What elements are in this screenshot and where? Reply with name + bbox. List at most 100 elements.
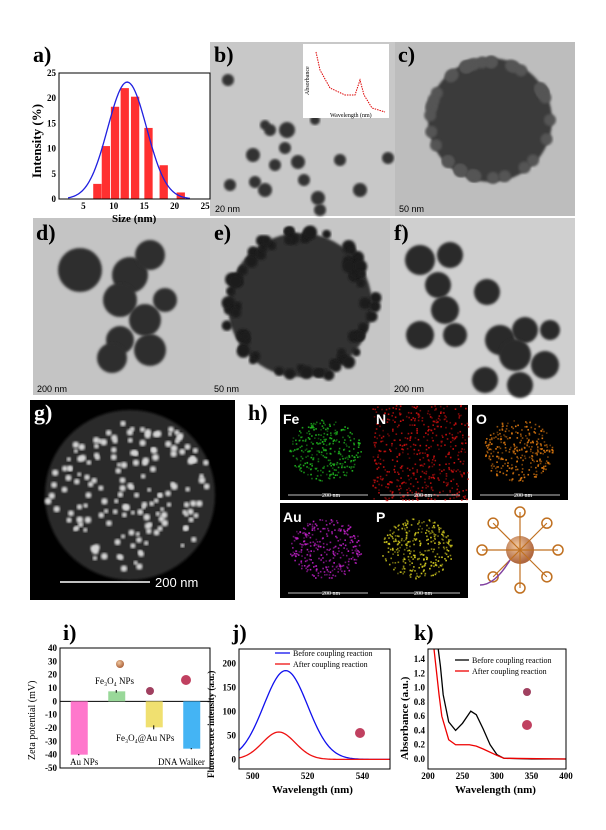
gold-nanoparticle bbox=[221, 296, 236, 310]
signal-pixel bbox=[402, 567, 405, 569]
signal-pixel bbox=[400, 465, 403, 468]
signal-pixel bbox=[402, 448, 405, 451]
signal-pixel bbox=[311, 465, 313, 467]
signal-pixel bbox=[328, 423, 331, 426]
signal-pixel bbox=[397, 540, 400, 543]
signal-pixel bbox=[295, 466, 298, 468]
signal-pixel bbox=[433, 463, 435, 466]
signal-pixel bbox=[446, 483, 449, 486]
signal-pixel bbox=[388, 537, 390, 539]
signal-pixel bbox=[521, 471, 524, 473]
gold-nanoparticle bbox=[237, 265, 248, 276]
element-label-fe: Fe bbox=[283, 411, 300, 427]
signal-pixel bbox=[441, 434, 443, 437]
signal-pixel bbox=[299, 459, 302, 462]
signal-pixel bbox=[309, 555, 312, 557]
signal-pixel bbox=[505, 459, 507, 461]
signal-pixel bbox=[329, 442, 331, 445]
signal-pixel bbox=[293, 552, 296, 555]
signal-pixel bbox=[387, 547, 390, 550]
signal-pixel bbox=[536, 453, 539, 456]
signal-pixel bbox=[396, 547, 399, 550]
signal-pixel bbox=[535, 474, 537, 476]
signal-pixel bbox=[485, 455, 487, 458]
signal-pixel bbox=[325, 520, 327, 522]
signal-pixel bbox=[427, 410, 430, 412]
signal-pixel bbox=[414, 554, 416, 557]
signal-pixel bbox=[415, 478, 417, 480]
signal-pixel bbox=[419, 409, 422, 412]
signal-pixel bbox=[397, 554, 399, 556]
signal-pixel bbox=[311, 424, 314, 427]
signal-pixel bbox=[444, 498, 447, 501]
signal-pixel bbox=[320, 554, 323, 556]
gold-nanoparticle bbox=[120, 565, 128, 572]
signal-pixel bbox=[316, 453, 318, 456]
signal-pixel bbox=[445, 559, 447, 562]
signal-pixel bbox=[417, 492, 420, 495]
signal-pixel bbox=[527, 473, 530, 476]
k-xtick-label: 250 bbox=[456, 771, 470, 781]
signal-pixel bbox=[495, 436, 497, 438]
signal-pixel bbox=[325, 456, 328, 459]
gold-nanoparticle bbox=[284, 368, 296, 380]
gold-nanoparticle bbox=[83, 527, 88, 533]
signal-pixel bbox=[508, 451, 511, 453]
signal-pixel bbox=[341, 565, 343, 567]
gold-nanoparticle bbox=[352, 347, 361, 357]
signal-pixel bbox=[455, 435, 458, 438]
signal-pixel bbox=[526, 450, 528, 453]
signal-pixel bbox=[413, 452, 416, 455]
signal-pixel bbox=[442, 436, 444, 438]
gold-nanoparticle bbox=[76, 455, 84, 463]
signal-pixel bbox=[322, 443, 325, 445]
signal-pixel bbox=[419, 563, 422, 566]
signal-pixel bbox=[449, 489, 451, 492]
gold-nanoparticle bbox=[128, 529, 135, 536]
j-ytick-label: 200 bbox=[223, 658, 237, 668]
signal-pixel bbox=[326, 430, 329, 433]
signal-pixel bbox=[307, 455, 309, 457]
signal-pixel bbox=[312, 425, 314, 428]
signal-pixel bbox=[503, 441, 505, 444]
signal-pixel bbox=[300, 567, 303, 570]
gold-nanoparticle bbox=[170, 444, 178, 452]
signal-pixel bbox=[302, 532, 304, 535]
signal-pixel bbox=[401, 537, 403, 540]
signal-pixel bbox=[360, 451, 362, 453]
signal-pixel bbox=[418, 540, 421, 542]
signal-pixel bbox=[459, 430, 462, 433]
signal-pixel bbox=[301, 436, 304, 438]
signal-pixel bbox=[412, 540, 414, 542]
signal-pixel bbox=[437, 546, 440, 549]
j-ytick-label: 50 bbox=[227, 730, 237, 740]
signal-pixel bbox=[323, 456, 326, 458]
signal-pixel bbox=[340, 528, 342, 531]
signal-pixel bbox=[430, 498, 433, 500]
signal-pixel bbox=[457, 485, 460, 487]
signal-pixel bbox=[376, 437, 379, 440]
signal-pixel bbox=[298, 551, 301, 553]
signal-pixel bbox=[398, 488, 400, 491]
signal-pixel bbox=[386, 499, 389, 502]
nanocluster bbox=[153, 288, 177, 312]
signal-pixel bbox=[321, 447, 324, 449]
k-ytick-label: 0.8 bbox=[414, 697, 426, 707]
signal-pixel bbox=[537, 451, 540, 453]
signal-pixel bbox=[423, 436, 425, 438]
signal-pixel bbox=[300, 431, 302, 434]
signal-pixel bbox=[451, 544, 453, 547]
signal-pixel bbox=[398, 408, 401, 411]
signal-pixel bbox=[351, 470, 354, 472]
signal-pixel bbox=[392, 407, 395, 409]
signal-pixel bbox=[352, 448, 355, 450]
signal-pixel bbox=[513, 445, 516, 447]
signal-pixel bbox=[325, 444, 328, 447]
signal-pixel bbox=[312, 458, 314, 461]
signal-pixel bbox=[377, 466, 380, 469]
signal-pixel bbox=[547, 462, 550, 464]
signal-pixel bbox=[306, 566, 309, 568]
gold-nanoparticle bbox=[369, 291, 382, 304]
signal-pixel bbox=[436, 444, 439, 446]
